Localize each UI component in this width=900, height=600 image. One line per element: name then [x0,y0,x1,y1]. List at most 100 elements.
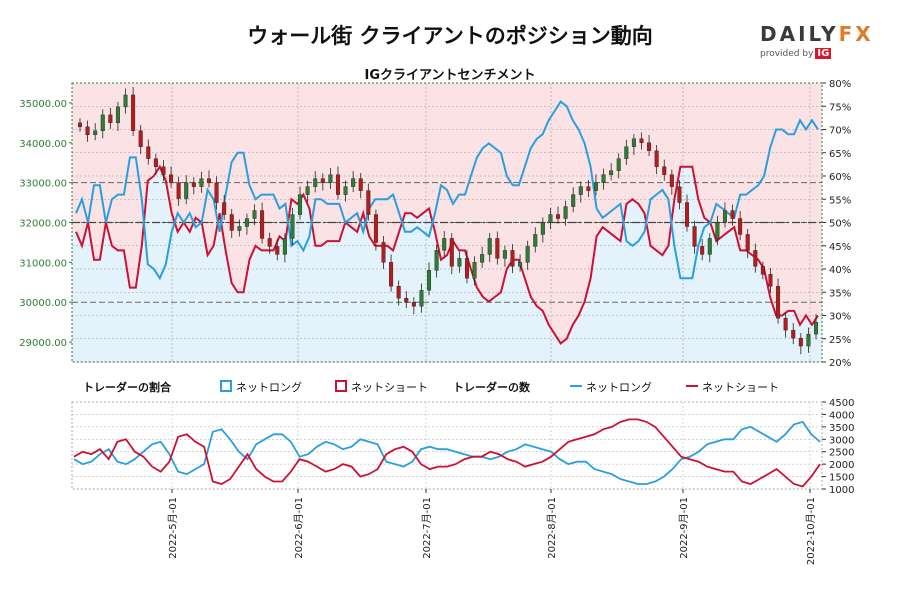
candle-body [214,182,219,203]
count-tick-label: 2000 [829,460,854,471]
candle-body [411,302,416,307]
candle-body [351,178,356,187]
candle-body [464,258,469,279]
candle-body [373,214,378,243]
logo-tagline: provided by IG [760,48,870,59]
candle-body [131,94,136,132]
candle-body [449,238,454,267]
chart-legend: トレーダーの割合 ネットロング ネットショート トレーダーの数 ネットロング ネ… [83,380,779,394]
candle-body [662,166,667,175]
candle-body [176,182,181,199]
candle-body [563,206,568,219]
candle-body [480,254,485,263]
candle-body [738,218,743,235]
logo-wordmark: DAILYFX [760,22,871,46]
count-tick-label: 1000 [829,485,854,496]
candle-body [199,178,204,187]
legend-ratio-long-swatch [220,380,232,392]
y-left-tick-label: 34000.00 [19,139,67,150]
count-tick-label: 1500 [829,473,854,484]
y-right-tick-label: 65% [829,149,851,160]
candle-body [487,238,492,255]
candle-body [518,262,523,267]
candle-body [525,246,530,263]
long-ratio-line [75,100,819,281]
legend-ratio-title: トレーダーの割合 [83,380,172,394]
candle-body [381,242,386,263]
candle-body [692,226,697,247]
candle-body [540,222,545,235]
y-left-tick-label: 30000.00 [19,298,67,309]
candle-body [85,126,90,136]
candle-body [654,150,659,167]
candle-body [244,218,249,227]
candle-body [578,186,583,195]
candle-body [396,286,401,299]
candle-body [320,178,325,183]
x-tick-label: 2022-7月-01 [421,497,433,559]
candle-body [222,202,227,215]
candle-body [730,210,735,219]
short-ratio-area [72,83,822,344]
candle-body [685,202,690,227]
count-tick-label: 3500 [829,423,854,434]
candle-body [753,250,758,267]
candle-body [571,194,576,207]
legend-count-title: トレーダーの数 [453,380,531,394]
candle-body [707,238,712,255]
y-left-tick-label: 33000.00 [19,179,67,190]
candle-body [722,210,727,223]
candle-body [335,174,340,195]
count-tick-label: 3000 [829,435,854,446]
short-ratio-line [75,164,819,345]
candle-body [700,246,705,255]
candle-body [290,214,295,239]
x-tick-label: 2022-8月-01 [546,497,558,559]
candle-body [328,174,333,183]
candle-body [100,114,105,132]
y-right-tick-label: 30% [829,312,851,323]
candle-body [206,178,211,183]
y-right-tick-label: 20% [829,358,851,369]
candle-body [358,178,363,191]
candle-body [495,238,500,259]
y-left-tick-label: 35000.00 [19,99,67,110]
candle-body [631,138,636,147]
candle-body [419,290,424,307]
candle-body [586,186,591,191]
candle-body [639,138,644,143]
legend-count-short: ネットショート [702,381,779,394]
candle-body [533,234,538,247]
y-right-tick-label: 35% [829,288,851,299]
candle-body [169,174,174,183]
y-right-tick-label: 45% [829,242,851,253]
candle-body [366,190,371,215]
ig-logo-icon: IG [815,48,832,59]
candle-body [146,146,151,159]
plot-frame [71,82,823,363]
x-tick-label: 2022-9月-01 [678,497,690,559]
candle-body [305,186,310,195]
candle-body [745,234,750,251]
chart-subtitle: IGクライアントセンチメント [364,68,536,83]
candle-body [138,130,143,147]
candle-body [267,238,272,247]
candle-body [616,158,621,171]
candle-body [191,182,196,187]
candle-body [252,210,257,219]
candle-body [647,142,652,151]
dailyfx-logo: DAILYFX provided by IG [760,22,871,59]
y-left-tick-label: 29000.00 [19,338,67,349]
candle-body [609,170,614,175]
legend-ratio-long: ネットロング [236,380,302,394]
candle-body [229,214,234,231]
candle-body [814,321,819,335]
price-sentiment-panel: 20% 25% 30% 35% 40% 45% 50% 55% 60% 65% 70% 75% 80% 2… [19,79,851,369]
candle-body [93,130,98,136]
logo-name-left: DAILY [760,22,839,46]
candle-body [237,226,242,231]
candle-body [510,250,515,267]
candle-body [760,266,765,275]
y-left-tick-label: 31000.00 [19,258,67,269]
